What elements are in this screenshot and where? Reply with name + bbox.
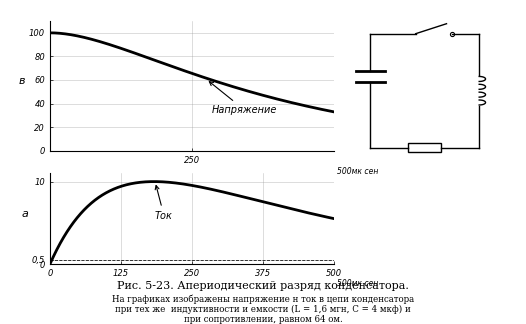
Text: при тех же  индуктивности и емкости (L = 1,6 мгн, C = 4 мкф) и: при тех же индуктивности и емкости (L = … <box>115 305 411 314</box>
Text: На графиках изображены напряжение н ток в цепи конденсатора: На графиках изображены напряжение н ток … <box>112 295 414 305</box>
Y-axis label: а: а <box>22 209 28 219</box>
Text: 500мк сен: 500мк сен <box>337 279 378 288</box>
Text: Ток: Ток <box>155 186 173 221</box>
Text: 500мк сен: 500мк сен <box>337 167 378 176</box>
Text: Рис. 5-23. Апериодический разряд конденсатора.: Рис. 5-23. Апериодический разряд конденс… <box>117 281 409 291</box>
Y-axis label: в: в <box>19 76 25 86</box>
Text: Напряжение: Напряжение <box>209 82 277 115</box>
Text: при сопротивлении, равном 64 ом.: при сопротивлении, равном 64 ом. <box>184 315 342 324</box>
